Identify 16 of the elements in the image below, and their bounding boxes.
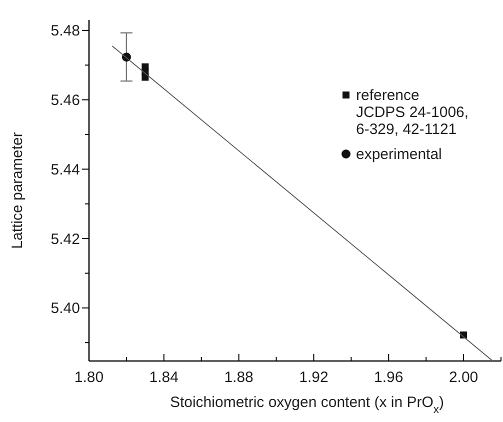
legend-label: experimental bbox=[356, 146, 442, 163]
x-tick-label: 1.96 bbox=[374, 369, 404, 386]
legend-label: reference JCDPS 24-1006, 6-329, 42-1121 bbox=[356, 87, 469, 138]
x-tick-label: 1.88 bbox=[224, 369, 254, 386]
y-tick-label: 5.46 bbox=[50, 92, 80, 110]
y-tick-label: 5.42 bbox=[50, 230, 80, 248]
y-axis-title: Lattice parameter bbox=[9, 132, 26, 249]
x-tick-label: 1.80 bbox=[74, 369, 104, 386]
x-axis-title: Stoichiometric oxygen content (x in PrO$_{x}$) bbox=[170, 394, 444, 416]
x-tick-label: 1.84 bbox=[149, 369, 179, 386]
y-tick-label: 5.44 bbox=[50, 161, 80, 178]
x-tick-label: 2.00 bbox=[448, 369, 478, 386]
y-tick-label: 5.48 bbox=[50, 22, 80, 40]
point bbox=[142, 74, 149, 81]
x-tick-label: 1.92 bbox=[299, 369, 328, 386]
y-tick-label: 5.40 bbox=[50, 300, 80, 318]
